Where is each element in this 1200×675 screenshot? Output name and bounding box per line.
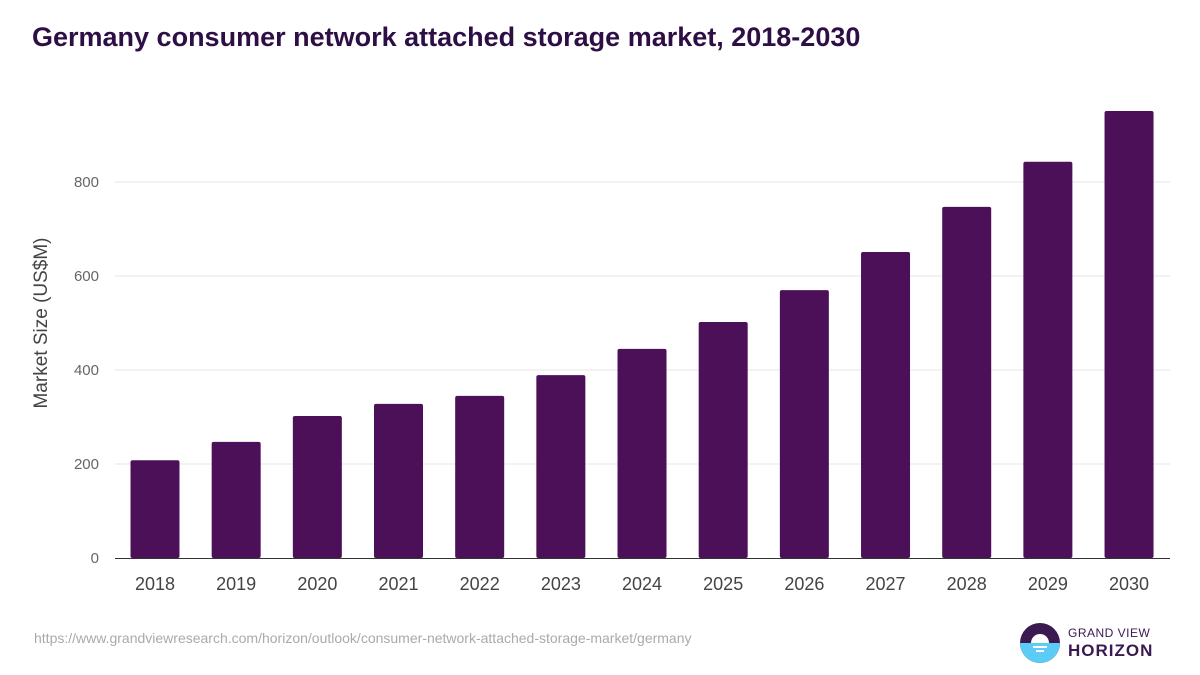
bar-2029 <box>1023 161 1073 559</box>
x-tick-label: 2026 <box>784 574 824 594</box>
y-tick-label: 600 <box>74 268 99 285</box>
y-tick-label: 800 <box>74 174 99 191</box>
y-tick-label: 0 <box>91 550 99 567</box>
source-link[interactable]: https://www.grandviewresearch.com/horizo… <box>34 630 692 646</box>
x-tick-label: 2024 <box>622 574 662 594</box>
bar-2023 <box>536 375 586 558</box>
logo-line1: GRAND VIEW <box>1068 626 1151 640</box>
x-tick-label: 2020 <box>297 574 337 594</box>
x-tick-label: 2030 <box>1109 574 1149 594</box>
x-tick-label: 2029 <box>1028 574 1068 594</box>
bar-2021 <box>374 403 424 558</box>
x-tick-label: 2019 <box>216 574 256 594</box>
bar-2020 <box>292 416 342 558</box>
x-tick-label: 2027 <box>866 574 906 594</box>
x-tick-label: 2018 <box>135 574 175 594</box>
bar-2025 <box>698 322 748 558</box>
bar-2022 <box>455 395 505 558</box>
bar-2018 <box>130 460 180 558</box>
logo-line2: HORIZON <box>1068 641 1154 660</box>
y-axis-label: Market Size (US$M) <box>31 237 52 408</box>
bar-2024 <box>617 348 667 558</box>
chart-title: Germany consumer network attached storag… <box>32 22 861 52</box>
x-tick-label: 2028 <box>947 574 987 594</box>
x-tick-label: 2022 <box>460 574 500 594</box>
x-tick-label: 2021 <box>378 574 418 594</box>
bar-2019 <box>211 441 261 558</box>
y-tick-label: 400 <box>74 362 99 379</box>
bar-2028 <box>942 206 992 558</box>
bar-2030 <box>1104 111 1154 558</box>
logo: GRAND VIEW HORIZON <box>1020 623 1153 663</box>
bar-2027 <box>861 252 911 558</box>
x-tick-label: 2023 <box>541 574 581 594</box>
x-tick-label: 2025 <box>703 574 743 594</box>
bar-2026 <box>779 290 829 558</box>
y-tick-label: 200 <box>74 456 99 473</box>
horizon-logo-icon <box>1020 623 1060 663</box>
